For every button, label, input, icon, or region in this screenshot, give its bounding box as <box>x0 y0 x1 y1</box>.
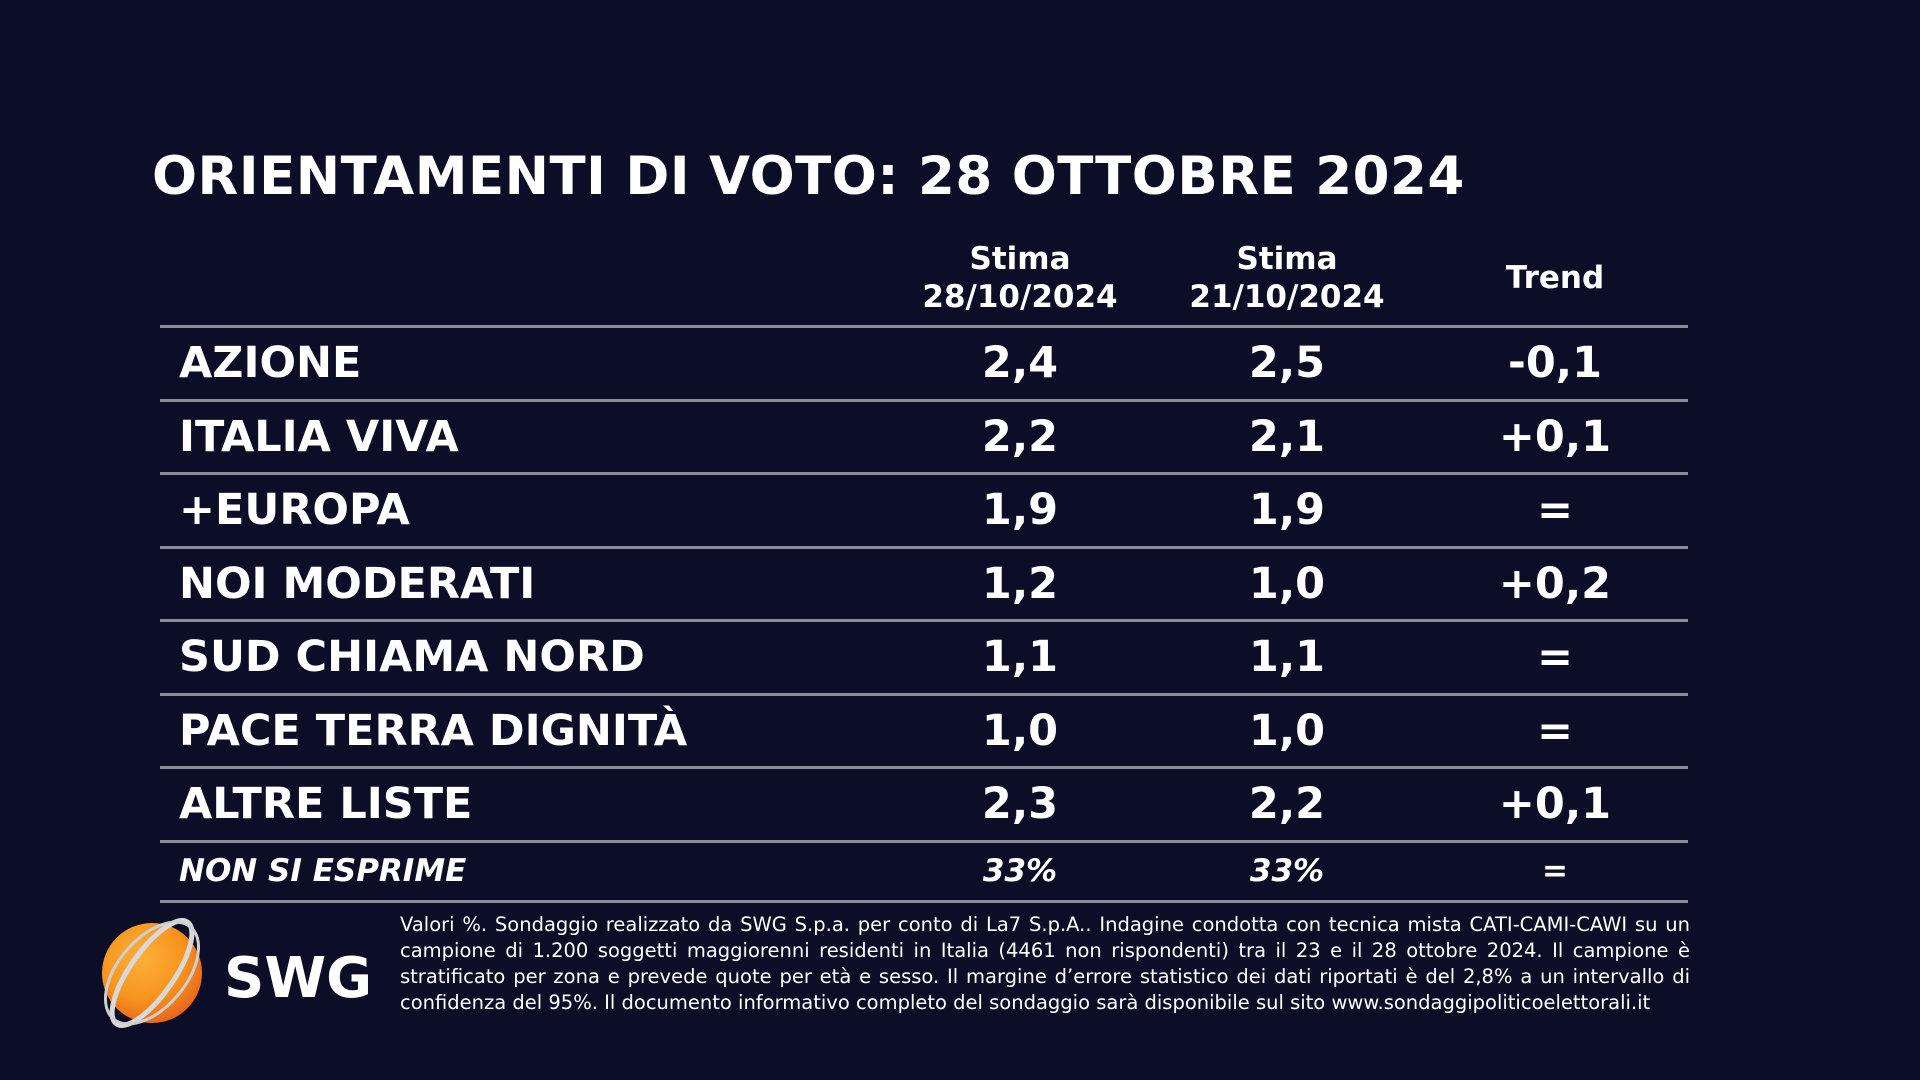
previous-estimate: 33% <box>1249 853 1325 889</box>
current-estimate: 2,4 <box>981 338 1059 389</box>
current-estimate: 1,0 <box>981 705 1059 756</box>
current-estimate: 1,2 <box>981 558 1059 609</box>
table-row: NOI MODERATI 1,2 1,0 +0,2 <box>160 549 1688 622</box>
trend-value: = <box>1542 853 1568 889</box>
previous-estimate: 1,0 <box>1248 705 1326 756</box>
page-title: ORIENTAMENTI DI VOTO: 28 OTTOBRE 2024 <box>152 146 1465 207</box>
party-name: SUD CHIAMA NORD <box>179 632 645 683</box>
header-line2: 28/10/2024 <box>922 279 1118 315</box>
trend-value: -0,1 <box>1507 338 1603 389</box>
swg-logo: SWG <box>80 915 380 1039</box>
column-header-previous: Stima 21/10/2024 <box>1147 240 1427 316</box>
table-row: ALTRE LISTE 2,3 2,2 +0,1 <box>160 769 1688 843</box>
party-name: AZIONE <box>179 338 362 389</box>
table-row: SUD CHIAMA NORD 1,1 1,1 = <box>160 622 1688 696</box>
previous-estimate: 1,9 <box>1248 485 1326 536</box>
current-estimate: 33% <box>982 853 1058 889</box>
trend-value: +0,2 <box>1498 558 1612 609</box>
trend-value: +0,1 <box>1498 411 1612 462</box>
previous-estimate: 1,0 <box>1248 558 1326 609</box>
table-row: AZIONE 2,4 2,5 -0,1 <box>160 328 1688 402</box>
header-line1: Stima <box>969 241 1071 277</box>
header-line: Trend <box>1505 260 1605 296</box>
logo-text: SWG <box>224 946 372 1011</box>
current-estimate: 1,1 <box>981 632 1059 683</box>
table-row: +EUROPA 1,9 1,9 = <box>160 475 1688 549</box>
trend-value: = <box>1536 632 1574 683</box>
trend-value: = <box>1536 705 1574 756</box>
header-line2: 21/10/2024 <box>1189 279 1385 315</box>
previous-estimate: 2,5 <box>1248 338 1326 389</box>
trend-value: = <box>1536 485 1574 536</box>
methodology-note: Valori %. Sondaggio realizzato da SWG S.… <box>400 913 1690 1014</box>
current-estimate: 2,3 <box>981 779 1059 830</box>
previous-estimate: 2,1 <box>1248 411 1326 462</box>
party-name: NOI MODERATI <box>179 558 536 609</box>
trend-value: +0,1 <box>1498 779 1612 830</box>
party-name: PACE TERRA DIGNITÀ <box>179 705 688 756</box>
party-name: +EUROPA <box>179 485 410 536</box>
previous-estimate: 1,1 <box>1248 632 1326 683</box>
party-name: ALTRE LISTE <box>179 779 473 830</box>
table-row: PACE TERRA DIGNITÀ 1,0 1,0 = <box>160 696 1688 769</box>
previous-estimate: 2,2 <box>1248 779 1326 830</box>
party-name: ITALIA VIVA <box>179 411 459 462</box>
current-estimate: 2,2 <box>981 411 1059 462</box>
table-row: ITALIA VIVA 2,2 2,1 +0,1 <box>160 402 1688 475</box>
poll-table: Stima 28/10/2024 Stima 21/10/2024 Trend … <box>160 240 1688 903</box>
current-estimate: 1,9 <box>981 485 1059 536</box>
table-row: NON SI ESPRIME 33% 33% = <box>160 843 1688 903</box>
header-line1: Stima <box>1236 241 1338 277</box>
column-header-current: Stima 28/10/2024 <box>880 240 1160 316</box>
party-name: NON SI ESPRIME <box>179 853 467 889</box>
table-header: Stima 28/10/2024 Stima 21/10/2024 Trend <box>160 240 1688 328</box>
column-header-trend: Trend <box>1415 259 1695 297</box>
